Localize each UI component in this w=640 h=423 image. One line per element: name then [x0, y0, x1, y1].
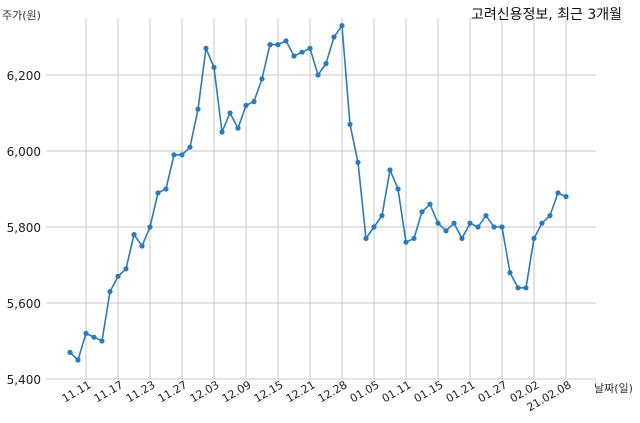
- data-point: [419, 209, 425, 215]
- data-point: [531, 235, 537, 241]
- x-tick-label: 12.28: [316, 378, 350, 405]
- data-point: [187, 144, 193, 150]
- data-point: [203, 45, 209, 52]
- x-tick-label: 12.09: [220, 378, 254, 405]
- data-point: [147, 224, 153, 230]
- data-point: [483, 213, 489, 219]
- data-point: [363, 235, 369, 241]
- y-tick-label: 6,200: [7, 69, 41, 83]
- data-point: [491, 224, 497, 230]
- x-tick-label: 12.03: [188, 378, 222, 405]
- data-point: [171, 152, 177, 158]
- data-point: [179, 152, 185, 158]
- data-point: [131, 232, 137, 238]
- x-tick-label: 01.21: [444, 378, 478, 405]
- x-tick-label: 01.05: [348, 378, 382, 405]
- data-point: [67, 349, 73, 355]
- data-point: [547, 213, 553, 219]
- data-point: [91, 334, 97, 340]
- data-point: [211, 64, 217, 70]
- y-tick-label: 5,400: [7, 373, 41, 387]
- data-point: [243, 102, 249, 108]
- data-point: [467, 220, 473, 226]
- data-point: [315, 72, 321, 78]
- data-point: [227, 110, 233, 116]
- data-point: [435, 220, 441, 226]
- x-tick-label: 11.23: [124, 378, 158, 405]
- data-point: [291, 53, 297, 59]
- x-tick-label: 11.17: [92, 378, 126, 405]
- y-tick-label: 5,600: [7, 297, 41, 311]
- x-tick-label: 01.11: [380, 378, 414, 405]
- data-point: [139, 243, 145, 249]
- data-point: [555, 190, 561, 196]
- data-point: [195, 106, 201, 112]
- data-point: [347, 121, 353, 127]
- data-point: [507, 270, 513, 276]
- data-point: [251, 99, 257, 105]
- data-point: [275, 42, 281, 48]
- x-tick-label: 12.21: [284, 378, 318, 405]
- data-point: [307, 45, 313, 52]
- data-point: [75, 357, 81, 363]
- x-tick-label: 12.15: [252, 378, 286, 405]
- data-point: [427, 201, 433, 207]
- data-point: [99, 338, 105, 344]
- x-axis-label: 날짜(일): [594, 382, 633, 395]
- data-point: [451, 220, 457, 226]
- data-point: [283, 38, 289, 44]
- data-point: [83, 330, 89, 336]
- data-point: [235, 125, 241, 131]
- data-point: [539, 220, 545, 226]
- data-point: [267, 42, 273, 48]
- data-point: [411, 235, 417, 241]
- data-point: [387, 167, 393, 173]
- data-point: [115, 273, 121, 279]
- x-tick-label: 01.15: [412, 378, 446, 405]
- y-tick-label: 5,800: [7, 221, 41, 235]
- x-tick-label: 01.27: [476, 378, 510, 405]
- x-tick-label: 11.27: [156, 378, 190, 405]
- data-point: [403, 239, 409, 245]
- data-point: [475, 224, 481, 230]
- data-point: [499, 224, 505, 230]
- data-point: [355, 159, 361, 165]
- data-point: [107, 289, 113, 295]
- data-point: [459, 235, 465, 241]
- data-point: [371, 224, 377, 230]
- data-point: [395, 186, 401, 192]
- y-tick-label: 6,000: [7, 145, 41, 159]
- data-point: [299, 49, 305, 55]
- data-point: [339, 23, 345, 29]
- data-point: [523, 285, 529, 291]
- data-point: [323, 61, 329, 67]
- data-point: [155, 190, 161, 196]
- data-point: [219, 129, 225, 135]
- y-axis-label: 주가(원): [2, 9, 41, 22]
- data-point: [379, 213, 385, 219]
- data-point: [443, 228, 449, 234]
- x-tick-label: 11.11: [60, 378, 94, 405]
- data-point: [123, 266, 129, 272]
- data-point: [259, 76, 265, 82]
- data-point: [563, 194, 569, 200]
- data-point: [331, 34, 337, 40]
- data-point: [515, 285, 521, 291]
- data-point: [163, 186, 169, 192]
- chart-title: 고려신용정보, 최근 3개월: [470, 7, 622, 23]
